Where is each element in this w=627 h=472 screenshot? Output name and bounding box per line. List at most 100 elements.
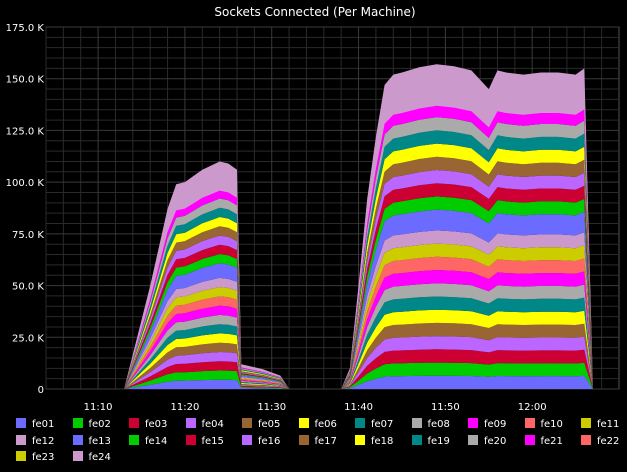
series-area-fe10 <box>72 256 593 389</box>
legend-swatch <box>185 434 196 445</box>
legend-swatch <box>411 434 422 445</box>
y-tick-label: 25.0 K <box>12 333 44 344</box>
series-area-fe04 <box>72 336 593 389</box>
x-tick-label: 11:20 <box>170 402 199 413</box>
legend-label: fe03 <box>145 419 168 430</box>
legend-item-fe01: fe01 <box>16 418 54 431</box>
legend-label: fe10 <box>540 419 563 430</box>
series-area-fe06 <box>72 309 593 389</box>
legend-label: fe22 <box>597 435 620 447</box>
legend-label: fe01 <box>32 419 55 430</box>
legend-label: fe24 <box>88 452 111 463</box>
legend-label: fe04 <box>201 419 224 430</box>
legend-swatch <box>411 418 422 428</box>
y-tick-label: 0 <box>38 385 44 396</box>
series-area-fe01 <box>72 375 593 389</box>
legend-swatch <box>185 418 196 428</box>
series-area-fe05 <box>72 322 593 389</box>
x-tick-label: 11:40 <box>344 402 373 413</box>
series-area-fe09 <box>72 270 593 389</box>
legend-label: fe23 <box>32 452 55 463</box>
legend-swatch <box>524 418 535 428</box>
legend-label: fe17 <box>314 435 337 447</box>
legend-item-fe17: fe17 <box>298 434 337 448</box>
legend-swatch <box>581 418 591 428</box>
legend-label: fe21 <box>540 435 563 447</box>
legend-swatch <box>468 434 478 445</box>
legend-label: fe05 <box>258 419 281 430</box>
chart-title: Sockets Connected (Per Machine) <box>214 5 415 19</box>
x-tick-label: 11:50 <box>431 402 460 413</box>
legend-item-fe12: fe12 <box>16 434 55 448</box>
legend-swatch <box>468 418 478 428</box>
series-area-fe12 <box>72 230 593 389</box>
legend-item-fe13: fe13 <box>72 434 111 448</box>
y-tick-label: 150.0 K <box>6 75 45 86</box>
legend-item-fe14: fe14 <box>129 434 168 448</box>
legend-item-fe06: fe06 <box>298 418 337 431</box>
legend-label: fe13 <box>88 435 111 447</box>
legend-item-fe22: fe22 <box>581 434 620 448</box>
legend-label: fe18 <box>371 435 394 447</box>
series-area-fe11 <box>72 243 593 389</box>
legend-swatch <box>242 418 252 428</box>
legend-item-fe09: fe09 <box>468 418 506 431</box>
series-area-fe02 <box>72 362 593 389</box>
legend-swatch <box>581 434 591 445</box>
series-area-fe13 <box>72 209 593 389</box>
legend-label: fe14 <box>145 435 168 447</box>
legend-item-fe07: fe07 <box>355 418 393 431</box>
legend-label: fe12 <box>32 435 55 447</box>
legend-item-fe16: fe16 <box>242 434 281 448</box>
legend-item-fe23: fe23 <box>16 451 54 464</box>
legend-item-fe11: fe11 <box>581 418 619 431</box>
legend-item-fe02: fe02 <box>72 418 111 431</box>
legend-swatch <box>72 418 83 428</box>
legend-label: fe06 <box>314 419 337 430</box>
legend-label: fe20 <box>484 435 507 447</box>
legend-swatch <box>242 434 252 445</box>
legend-item-fe20: fe20 <box>468 434 507 448</box>
series-area-fe08 <box>72 283 593 389</box>
x-tick-label: 12:00 <box>518 402 547 413</box>
legend-swatch <box>355 418 365 428</box>
legend-swatch <box>16 418 26 428</box>
legend-item-fe08: fe08 <box>411 418 450 431</box>
legend-item-fe10: fe10 <box>524 418 563 431</box>
legend-label: fe09 <box>484 419 507 430</box>
legend-swatch <box>129 418 139 428</box>
legend-swatch <box>298 434 309 445</box>
legend-item-fe03: fe03 <box>129 418 167 431</box>
legend-label: fe11 <box>597 419 620 430</box>
legend-item-fe19: fe19 <box>411 434 450 448</box>
legend-item-fe24: fe24 <box>72 451 111 464</box>
y-tick-label: 175.0 K <box>6 23 45 34</box>
legend-swatch <box>16 451 26 461</box>
legend-label: fe16 <box>258 435 281 447</box>
series-area-fe03 <box>72 349 593 389</box>
legend-swatch <box>524 434 535 445</box>
legend-item-fe05: fe05 <box>242 418 280 431</box>
legend-swatch <box>72 451 83 461</box>
legend-swatch <box>16 434 26 445</box>
legend-label: fe07 <box>371 419 394 430</box>
legend-swatch <box>129 434 139 445</box>
legend-label: fe19 <box>427 435 450 447</box>
legend-label: fe08 <box>427 419 450 430</box>
y-tick-label: 75.0 K <box>12 230 44 241</box>
x-tick-label: 11:10 <box>84 402 113 413</box>
y-tick-label: 100.0 K <box>6 178 45 189</box>
legend-label: fe15 <box>201 435 224 447</box>
legend-item-fe21: fe21 <box>524 434 563 448</box>
legend-label: fe02 <box>88 419 111 430</box>
legend-item-fe18: fe18 <box>355 434 394 448</box>
series-area-fe07 <box>72 296 593 389</box>
x-tick-label: 11:30 <box>257 402 286 413</box>
legend-swatch <box>72 434 83 445</box>
legend-swatch <box>298 418 309 428</box>
legend-item-fe04: fe04 <box>185 418 224 431</box>
series-area-fe24 <box>72 64 593 389</box>
legend-item-fe15: fe15 <box>185 434 224 448</box>
legend-swatch <box>355 434 365 445</box>
y-tick-label: 125.0 K <box>6 126 45 137</box>
